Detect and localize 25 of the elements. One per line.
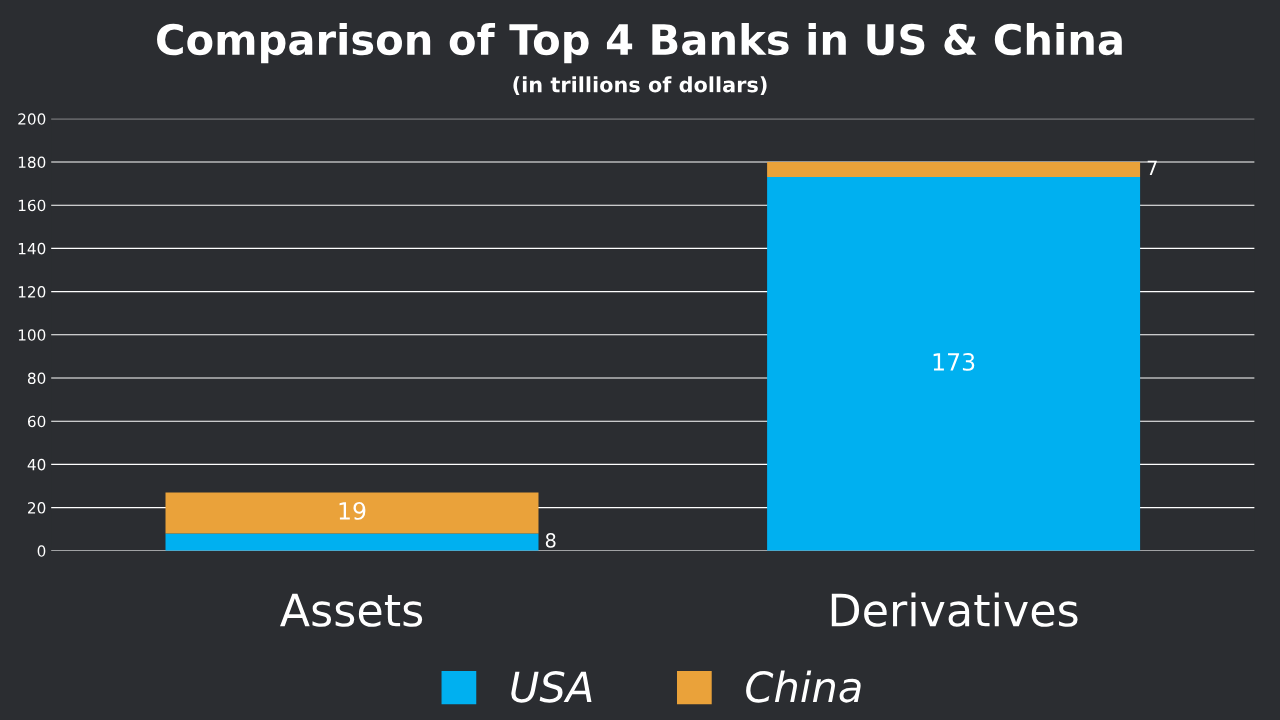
- y-tick-label: 140: [18, 242, 46, 255]
- bar: [165, 492, 539, 534]
- y-tick-label: 80: [27, 372, 46, 385]
- y-tick-label: 100: [18, 329, 46, 341]
- chart-subtitle: (in trillions of dollars): [513, 76, 767, 95]
- chart-title: Comparison of Top 4 Banks in US & China: [157, 23, 1122, 64]
- legend-label: USA: [511, 671, 592, 703]
- bar: [165, 533, 539, 551]
- data-label: 173: [933, 352, 975, 371]
- x-tick-label: Derivatives: [831, 592, 1078, 627]
- bar: [767, 162, 1141, 178]
- legend-label: China: [746, 670, 861, 703]
- y-tick-label: 160: [18, 199, 46, 212]
- y-tick-label: 40: [27, 458, 46, 471]
- y-tick-label: 20: [28, 502, 46, 514]
- y-tick-label: 200: [18, 113, 46, 125]
- bar: [767, 177, 1141, 551]
- y-tick-label: 0: [37, 545, 46, 557]
- x-tick-label: Assets: [280, 593, 423, 627]
- data-label: 8: [545, 533, 556, 548]
- y-tick-label: 60: [27, 415, 46, 428]
- y-tick-label: 180: [18, 156, 46, 169]
- data-label: 19: [339, 501, 366, 520]
- data-label: 7: [1147, 160, 1157, 175]
- y-tick-label: 120: [18, 286, 46, 298]
